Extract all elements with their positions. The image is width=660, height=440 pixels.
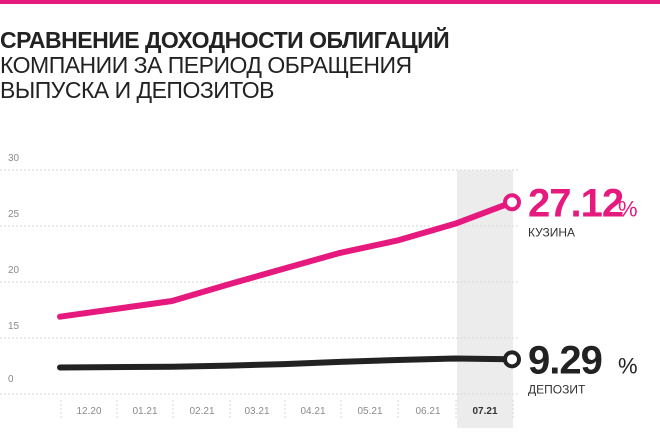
y-tick-label: 25 [8, 209, 20, 220]
grid-lines [0, 169, 520, 418]
chart-subtitle-line-2: ВЫПУСКА И ДЕПОЗИТОВ [0, 77, 275, 103]
series-line-kuzina [57, 199, 515, 320]
series-end-labels: 27.12% КУЗИНА 9.29 % ДЕПОЗИТ [528, 181, 638, 396]
series-name-label: КУЗИНА [528, 225, 575, 239]
title-block: СРАВНЕНИЕ ДОХОДНОСТИ ОБЛИГАЦИЙ КОМПАНИИ … [0, 28, 560, 103]
y-axis-ticks: 30 25 20 15 0 [8, 153, 20, 385]
x-tick-label: 07.21 [472, 406, 497, 417]
chart-title: СРАВНЕНИЕ ДОХОДНОСТИ ОБЛИГАЦИЙ [0, 27, 450, 53]
highlighted-period-band [457, 170, 513, 428]
series-unit: % [618, 196, 638, 221]
series-end-marker [503, 350, 521, 369]
x-tick-label: 05.21 [357, 406, 382, 417]
series-end-value: 27.12 [528, 181, 623, 225]
x-tick-label: 02.21 [189, 406, 214, 417]
x-tick-label: 12.20 [76, 406, 101, 417]
x-tick-label: 01.21 [132, 406, 157, 417]
x-tick-label: 04.21 [300, 406, 325, 417]
y-tick-label: 0 [8, 374, 14, 385]
series-end-value: 9.29 [528, 338, 602, 382]
y-tick-label: 30 [8, 153, 20, 164]
x-axis-ticks: 12.20 01.21 02.21 03.21 04.21 05.21 06.21 07.21 [76, 406, 497, 417]
chart-subtitle-line-1: КОМПАНИИ ЗА ПЕРИОД ОБРАЩЕНИЯ [0, 52, 412, 78]
y-tick-label: 15 [8, 321, 20, 332]
x-tick-label: 03.21 [244, 406, 269, 417]
series-name-label: ДЕПОЗИТ [528, 382, 586, 396]
series-unit: % [618, 353, 638, 378]
y-tick-label: 20 [8, 265, 20, 276]
x-tick-label: 06.21 [415, 406, 440, 417]
top-accent-bar [0, 0, 660, 4]
series-end-marker [503, 193, 521, 212]
series-lines [57, 193, 521, 371]
series-line-deposit [57, 355, 515, 371]
